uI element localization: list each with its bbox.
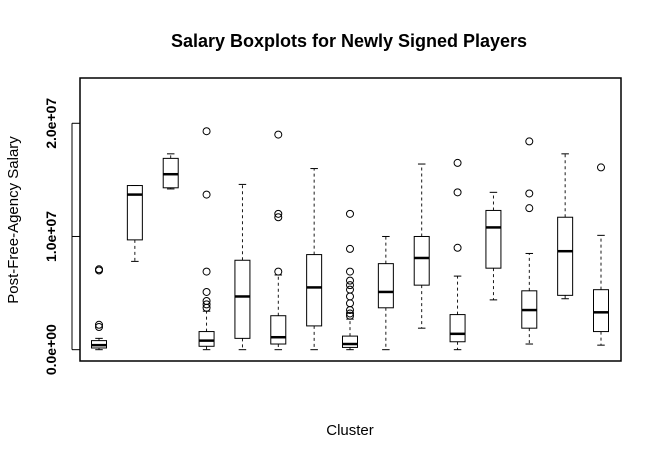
outlier-point	[346, 209, 354, 218]
iqr-box	[234, 259, 251, 339]
iqr-box	[449, 314, 466, 343]
outlier-point	[453, 158, 462, 167]
outlier-point	[346, 285, 354, 294]
iqr-box	[377, 263, 394, 309]
x-axis-label: Cluster	[326, 422, 374, 439]
box-group	[342, 209, 358, 351]
iqr-box	[198, 331, 215, 347]
outlier-point	[95, 320, 103, 329]
plot-frame	[79, 77, 622, 362]
box-group	[162, 153, 179, 190]
outlier-point	[202, 300, 211, 309]
box-group	[126, 185, 143, 262]
outlier-point	[346, 311, 354, 320]
box-group	[593, 163, 609, 346]
outlier-point	[346, 281, 354, 290]
outlier-point	[453, 188, 462, 197]
iqr-box	[306, 254, 323, 327]
boxes-group	[91, 127, 609, 351]
iqr-box	[270, 315, 287, 345]
outlier-point	[202, 190, 211, 199]
outlier-point	[274, 209, 283, 218]
box-group	[485, 191, 502, 301]
box-group	[557, 153, 574, 300]
iqr-box	[342, 335, 358, 348]
outlier-point	[525, 189, 534, 198]
y-tick-label: 0.0e+00	[43, 324, 59, 375]
outlier-point	[525, 137, 534, 146]
outlier-point	[274, 267, 283, 276]
outlier-point	[346, 276, 354, 285]
y-axis-label: Post-Free-Agency Salary	[5, 136, 22, 304]
outlier-point	[202, 267, 211, 276]
outlier-point	[597, 163, 605, 172]
outlier-point	[202, 297, 211, 306]
box-group	[449, 158, 466, 351]
outlier-point	[346, 309, 354, 318]
iqr-box	[593, 289, 609, 333]
box-group	[270, 130, 287, 351]
y-tick-label: 2.0e+07	[43, 98, 59, 149]
y-axis: 0.0e+00 1.0e+07 2.0e+07	[43, 98, 80, 375]
outlier-point	[274, 213, 283, 222]
box-group	[377, 235, 394, 351]
outlier-point	[346, 292, 354, 301]
outlier-point	[95, 323, 103, 332]
chart-title: Salary Boxplots for Newly Signed Players	[171, 31, 527, 51]
box-group	[198, 127, 215, 351]
outlier-point	[346, 299, 354, 308]
outlier-point	[453, 243, 462, 252]
box-group	[413, 163, 430, 329]
iqr-box	[485, 209, 502, 269]
iqr-box	[557, 216, 574, 296]
outlier-point	[525, 204, 534, 213]
outlier-point	[202, 287, 211, 296]
iqr-box	[413, 235, 430, 286]
box-group	[91, 265, 107, 351]
box-group	[521, 137, 538, 345]
box-group	[234, 183, 251, 351]
outlier-point	[274, 130, 283, 139]
iqr-box	[126, 185, 143, 241]
box-group	[306, 168, 323, 351]
outlier-point	[95, 265, 103, 274]
outlier-point	[346, 244, 354, 253]
outlier-point	[346, 267, 354, 276]
outlier-point	[202, 127, 211, 136]
y-tick-label: 1.0e+07	[43, 211, 59, 262]
